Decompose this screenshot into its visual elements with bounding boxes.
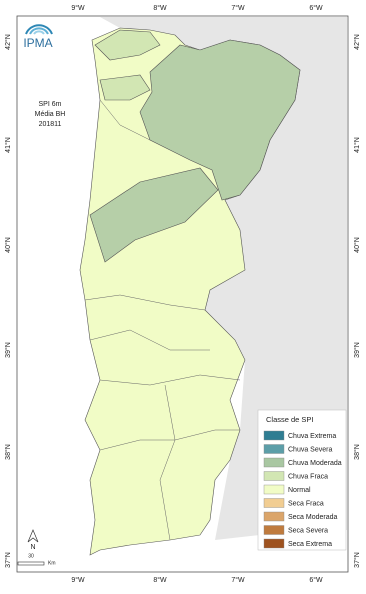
legend-swatch xyxy=(263,430,285,441)
north-label: N xyxy=(30,544,35,551)
legend-swatch xyxy=(263,471,285,481)
lat-label: 41°N xyxy=(353,137,361,153)
legend-swatch xyxy=(263,444,285,454)
logo-icon xyxy=(25,24,53,35)
lat-label: 40°N xyxy=(4,237,12,253)
legend-swatch xyxy=(263,498,285,508)
legend-label: Seca Extrema xyxy=(288,541,332,548)
logo-text: IPMA xyxy=(23,36,52,50)
legend-swatch xyxy=(263,511,285,522)
scale-unit: Km xyxy=(48,560,56,566)
lon-label: 9°W xyxy=(71,4,85,12)
legend-label: Chuva Moderada xyxy=(288,460,342,467)
map-index: SPI 6m xyxy=(39,101,62,108)
region-moderate xyxy=(89,167,219,263)
lat-label: 38°N xyxy=(353,444,361,460)
legend-label: Chuva Fraca xyxy=(288,473,328,480)
legend-label: Chuva Extrema xyxy=(288,433,336,440)
lat-label: 42°N xyxy=(4,34,12,50)
legend-swatch xyxy=(263,525,285,535)
lon-label: 6°W xyxy=(309,576,323,584)
legend-swatch xyxy=(263,484,285,495)
lat-label: 37°N xyxy=(4,552,12,568)
north-arrow xyxy=(27,529,39,543)
map-date: 201811 xyxy=(39,121,62,128)
lon-label: 6°W xyxy=(309,4,323,12)
lon-label: 8°W xyxy=(153,4,167,12)
lat-label: 39°N xyxy=(353,342,361,358)
region-weak xyxy=(94,29,161,61)
legend-swatch xyxy=(263,538,285,549)
lat-label: 41°N xyxy=(4,137,12,153)
map-basin: Média BH xyxy=(35,111,66,118)
lat-label: 37°N xyxy=(353,552,361,568)
basin-boundaries xyxy=(84,99,241,541)
spain-land xyxy=(100,17,347,540)
lat-label: 42°N xyxy=(353,34,361,50)
legend-label: Seca Fraca xyxy=(288,500,324,507)
lat-label: 39°N xyxy=(4,342,12,358)
scale-value: 30 xyxy=(28,553,34,559)
lat-label: 38°N xyxy=(4,444,12,460)
legend-title: Classe de SPI xyxy=(266,415,314,424)
lon-label: 9°W xyxy=(71,576,85,584)
lon-label: 7°W xyxy=(231,576,245,584)
legend-swatch xyxy=(263,457,285,468)
scale-bar xyxy=(17,561,45,566)
legend-label: Chuva Severa xyxy=(288,446,332,453)
legend-label: Normal xyxy=(288,487,311,494)
lon-label: 8°W xyxy=(153,576,167,584)
legend-label: Seca Severa xyxy=(288,527,328,534)
legend-label: Seca Moderada xyxy=(288,514,338,521)
lon-label: 7°W xyxy=(231,4,245,12)
region-weak xyxy=(99,74,151,101)
region-moderate xyxy=(139,39,301,201)
lat-label: 40°N xyxy=(353,237,361,253)
